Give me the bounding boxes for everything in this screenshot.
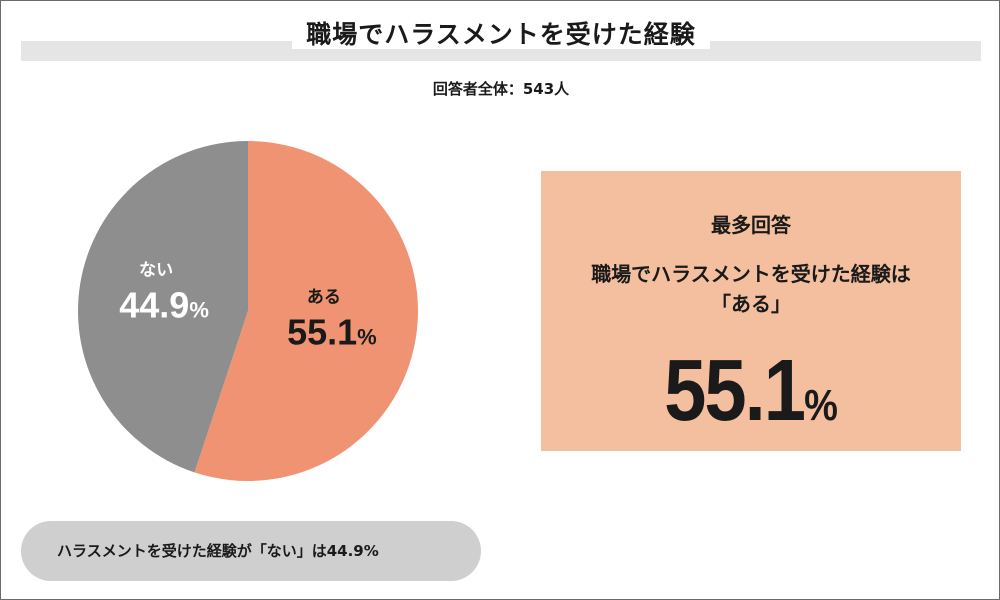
top-answer-heading: 最多回答 <box>711 213 791 237</box>
footnote-pill: ハラスメントを受けた経験が「ない」は44.9% <box>21 521 481 581</box>
pie-slice-no <box>78 141 248 473</box>
top-answer-box: 最多回答 職場でハラスメントを受けた経験は 「ある」 55.1% <box>541 171 961 451</box>
title-bar <box>21 41 981 61</box>
top-answer-number: 55.1 <box>664 341 806 440</box>
respondent-count: 回答者全体：543人 <box>432 80 570 98</box>
top-answer-value: 55.1% <box>541 340 961 440</box>
top-answer-text: 職場でハラスメントを受けた経験は 「ある」 <box>541 259 961 319</box>
slice-unit-no: % <box>189 297 209 322</box>
top-answer-line2: 「ある」 <box>711 292 791 316</box>
top-answer-line1: 職場でハラスメントを受けた経験は <box>591 262 911 286</box>
slice-unit-yes: % <box>357 325 377 350</box>
chart-title: 職場でハラスメントを受けた経験 <box>1 15 1000 51</box>
slice-label-no: ない <box>139 260 173 279</box>
pie-slice-yes <box>194 141 418 481</box>
top-answer-unit: % <box>804 381 838 431</box>
slice-label-yes: ある <box>307 288 341 307</box>
